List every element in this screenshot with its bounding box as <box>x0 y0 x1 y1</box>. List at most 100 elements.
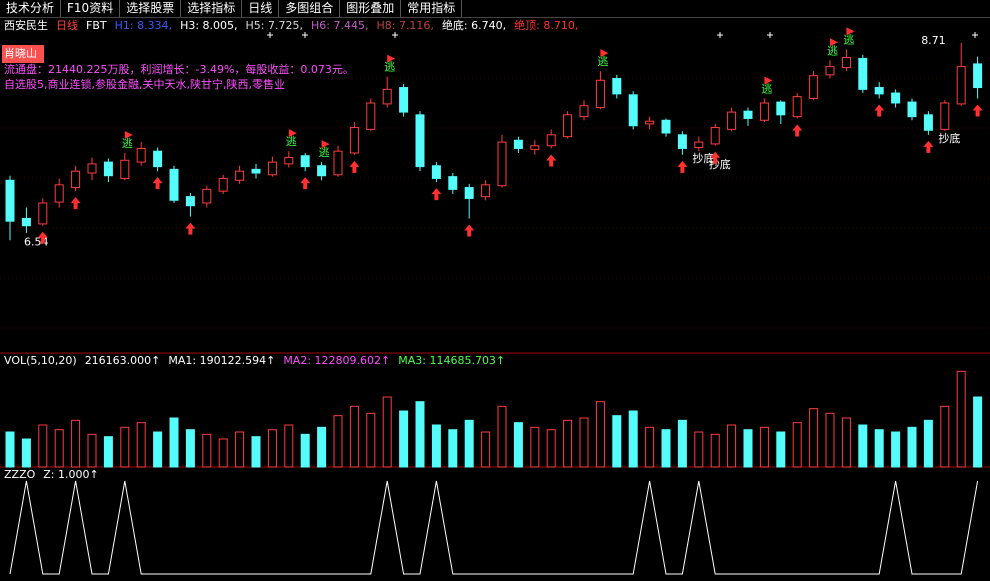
volume-bar <box>415 401 425 468</box>
candle-body <box>481 184 491 198</box>
candle-body <box>251 168 261 174</box>
toolbar-button[interactable]: 多图组合 <box>279 0 341 17</box>
toolbar-button[interactable]: 日线 <box>242 0 280 17</box>
volume-bar <box>546 429 556 468</box>
buy-arrow <box>972 104 983 117</box>
candle-body <box>464 187 474 199</box>
candle-body <box>973 63 983 89</box>
volume-bar <box>464 419 474 468</box>
candle-body <box>317 165 327 177</box>
volume-bar <box>694 431 704 468</box>
star <box>767 32 773 38</box>
escape-flag <box>288 129 297 138</box>
candle-body <box>300 155 310 168</box>
escape-signal: 逃 <box>384 61 395 74</box>
escape-signal: 逃 <box>319 146 330 159</box>
info-line: 流通盘：21440.225万股，利润增长：-3.49%，每股收益：0.073元。 <box>4 62 354 76</box>
volume-bar <box>267 429 277 468</box>
volume-bar <box>727 424 737 468</box>
candle-body <box>710 127 720 145</box>
bottom-signal: 抄底 <box>692 151 714 165</box>
buy-arrow <box>185 222 196 235</box>
stock-owner: 肖晓山 <box>4 46 37 60</box>
volume-bar <box>579 417 589 468</box>
candle-body <box>727 111 737 130</box>
legend-text: H1: 8.334, <box>115 19 172 32</box>
volume-bar <box>54 429 64 468</box>
escape-signal: 逃 <box>761 82 772 95</box>
candle-body <box>907 101 917 118</box>
volume-bar <box>103 436 113 468</box>
candle-body <box>579 105 589 118</box>
candle-body <box>530 145 540 150</box>
volume-bar <box>481 431 491 468</box>
volume-bar <box>973 396 983 468</box>
candle-body <box>694 141 704 149</box>
bottom-signal: 抄底 <box>709 157 731 171</box>
candle-body <box>399 87 409 113</box>
buy-arrow <box>792 124 803 137</box>
candle-body <box>54 184 64 203</box>
candle-body <box>448 176 458 190</box>
candle-body <box>956 66 966 105</box>
volume-bar <box>333 415 343 468</box>
escape-flag <box>600 49 609 58</box>
volume-bar <box>825 412 835 468</box>
name-box <box>2 45 44 63</box>
toolbar-button[interactable]: 图形叠加 <box>340 0 402 17</box>
toolbar-button[interactable]: 常用指标 <box>401 0 463 17</box>
candle-body <box>21 217 31 227</box>
volume-bar <box>349 405 359 468</box>
candle-body <box>333 150 343 176</box>
legend-text: 216163.000↑ <box>85 354 161 367</box>
volume-bar <box>366 412 376 468</box>
candle-body <box>71 170 81 189</box>
candle-body <box>776 101 786 116</box>
candle-body <box>809 75 819 99</box>
volume-bar <box>38 424 48 468</box>
candle-body <box>267 161 277 176</box>
candle-body <box>677 134 687 149</box>
volume-bar <box>399 410 409 468</box>
toolbar-button[interactable]: F10资料 <box>61 0 121 17</box>
volume-bar <box>300 433 310 468</box>
candle-body <box>841 57 851 69</box>
volume-bar <box>5 431 15 468</box>
star <box>717 32 723 38</box>
buy-arrow <box>677 160 688 173</box>
buy-arrow <box>70 197 81 210</box>
candle-body <box>5 179 15 222</box>
legend-text: H6: 7.445, <box>311 19 368 32</box>
candle-body <box>513 139 523 149</box>
candle-body <box>284 157 294 165</box>
escape-signal: 逃 <box>122 137 133 150</box>
legend-text: MA3: 114685.703↑ <box>398 354 505 367</box>
candle-body <box>382 88 392 105</box>
toolbar-button[interactable]: 选择股票 <box>120 0 182 17</box>
legend-text: MA1: 190122.594↑ <box>168 354 275 367</box>
buy-arrow <box>710 151 721 164</box>
star <box>972 32 978 38</box>
candle-body <box>825 66 835 76</box>
info-line: 自选股5,商业连锁,参股金融,关中天水,陕甘宁,陕西,零售业 <box>4 77 285 91</box>
buy-arrow <box>349 160 360 173</box>
volume-bar <box>595 401 605 468</box>
volume-bar <box>235 431 245 468</box>
candle-body <box>874 87 884 95</box>
volume-bar <box>71 419 81 468</box>
candle-body <box>349 127 359 154</box>
candle-body <box>612 77 622 95</box>
legend-text: H5: 7.725, <box>246 19 303 32</box>
volume-bar <box>185 429 195 468</box>
candle-body <box>169 168 179 201</box>
toolbar-button[interactable]: 技术分析 <box>0 0 62 17</box>
volume-bar <box>382 396 392 468</box>
escape-flag <box>321 140 330 149</box>
toolbar-button[interactable]: 选择指标 <box>181 0 243 17</box>
candle-body <box>792 96 802 118</box>
volume-bar <box>628 410 638 468</box>
volume-bar <box>907 426 917 468</box>
buy-arrow <box>300 177 311 190</box>
candle-body <box>218 177 228 192</box>
volume-bar <box>759 426 769 468</box>
